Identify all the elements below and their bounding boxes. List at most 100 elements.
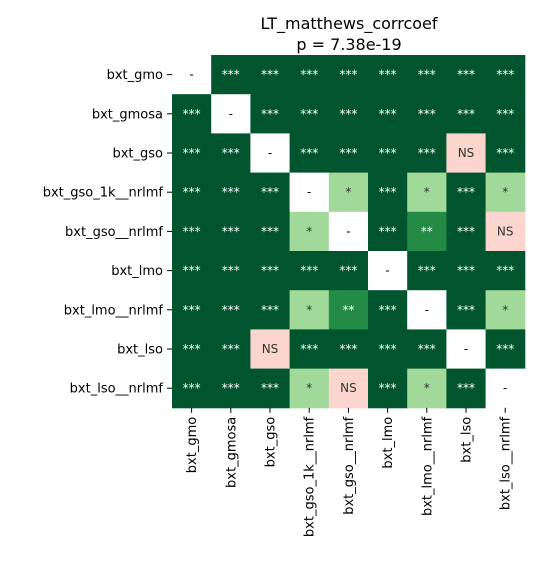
- heatmap-cell: [446, 368, 487, 409]
- heatmap-cell: [289, 290, 330, 330]
- heatmap-cell: [172, 329, 212, 370]
- cell-value-label: ***: [339, 107, 357, 121]
- heatmap-cell: [368, 94, 408, 134]
- y-tick-label: bxt_gmosa: [92, 107, 163, 122]
- heatmap-cell: [368, 329, 408, 370]
- cell-value-label: ***: [418, 146, 436, 160]
- cell-value-label: ***: [222, 146, 240, 160]
- cell-value-label: ***: [222, 68, 240, 82]
- cell-value-label: *: [424, 381, 430, 395]
- heatmap-cell: [485, 251, 526, 291]
- y-tick-label: bxt_lso: [117, 343, 163, 358]
- y-tick-label: bxt_gso__nrlmf: [65, 225, 163, 240]
- cell-value-label: -: [229, 107, 233, 121]
- y-tick-label: bxt_gso: [112, 147, 163, 162]
- heatmap-cell: [328, 94, 369, 134]
- y-tick-label: bxt_lso__nrlmf: [70, 382, 164, 397]
- cell-value-label: ***: [496, 146, 514, 160]
- cell-value-label: *: [502, 303, 508, 317]
- heatmap-cell: [368, 211, 408, 252]
- cell-value-label: ***: [457, 107, 475, 121]
- cell-value-label: ***: [183, 224, 201, 238]
- cell-value-label: ***: [457, 185, 475, 199]
- cell-value-label: -: [189, 68, 193, 82]
- cell-value-label: NS: [497, 224, 514, 238]
- cell-value-label: -: [464, 342, 468, 356]
- heatmap-cell: [211, 251, 251, 291]
- heatmap-cell: [172, 211, 212, 252]
- cell-value-label: NS: [458, 146, 475, 160]
- cell-value-label: ***: [418, 68, 436, 82]
- cell-value-label: -: [385, 264, 389, 278]
- heatmap-cell: [485, 211, 526, 252]
- heatmap-cell: [211, 94, 251, 134]
- heatmap-cell: [485, 368, 526, 409]
- heatmap-cell: [289, 211, 330, 252]
- heatmap-cell: [289, 133, 330, 174]
- heatmap-cell: [211, 290, 251, 330]
- cell-value-label: **: [342, 303, 354, 317]
- cell-value-label: ***: [379, 303, 397, 317]
- heatmap-cell: [446, 211, 487, 252]
- cell-value-label: ***: [300, 146, 318, 160]
- x-tick-label: bxt_gso__nrlmf: [342, 416, 357, 514]
- heatmap-cell: [328, 55, 369, 95]
- y-tick-label: bxt_lmo__nrlmf: [64, 303, 164, 318]
- cell-value-label: ***: [183, 107, 201, 121]
- heatmap-cell: [485, 133, 526, 174]
- heatmap-cell: [446, 251, 487, 291]
- heatmap-cell: [446, 329, 487, 370]
- heatmap-cells: - *** *** *** *** *** *** *** ****** - *** *** *** **…: [172, 55, 526, 409]
- cell-value-label: ***: [379, 381, 397, 395]
- heatmap-cell: [368, 172, 408, 213]
- cell-value-label: ***: [183, 342, 201, 356]
- heatmap-cell: [250, 94, 291, 134]
- heatmap-cell: [407, 211, 447, 252]
- cell-value-label: ***: [339, 146, 357, 160]
- cell-value-label: *: [502, 185, 508, 199]
- heatmap-cell: [328, 329, 369, 370]
- heatmap-cell: [211, 55, 251, 95]
- cell-value-label: ***: [300, 264, 318, 278]
- x-axis: bxt_gmo bxt_gmosa bxt_gso bxt_gso_1k__nrlmf…: [185, 407, 514, 537]
- heatmap-cell: [250, 211, 291, 252]
- heatmap-cell: [172, 251, 212, 291]
- cell-value-label: *: [306, 381, 312, 395]
- cell-value-label: ***: [379, 224, 397, 238]
- heatmap-cell: [172, 94, 212, 134]
- cell-value-label: ***: [418, 107, 436, 121]
- heatmap-cell: [328, 368, 369, 409]
- x-tick-label: bxt_gmosa: [224, 417, 239, 488]
- heatmap-cell: [211, 368, 251, 409]
- x-tick-label: bxt_lmo__nrlmf: [420, 416, 435, 516]
- heatmap-cell: [328, 133, 369, 174]
- heatmap-cell: [250, 55, 291, 95]
- heatmap-cell: [328, 172, 369, 213]
- heatmap-cell: [250, 368, 291, 409]
- cell-value-label: ***: [457, 264, 475, 278]
- heatmap-cell: [485, 290, 526, 330]
- heatmap-cell: [446, 172, 487, 213]
- cell-value-label: ***: [261, 224, 279, 238]
- heatmap-cell: [446, 94, 487, 134]
- heatmap-cell: [407, 55, 447, 95]
- x-tick-label: bxt_gso_1k__nrlmf: [303, 416, 318, 537]
- cell-value-label: ***: [457, 381, 475, 395]
- cell-value-label: ***: [300, 107, 318, 121]
- cell-value-label: ***: [222, 224, 240, 238]
- heatmap-cell: [250, 172, 291, 213]
- cell-value-label: ***: [457, 68, 475, 82]
- cell-value-label: ***: [222, 264, 240, 278]
- cell-value-label: *: [306, 303, 312, 317]
- cell-value-label: ***: [183, 264, 201, 278]
- cell-value-label: ***: [339, 68, 357, 82]
- heatmap-cell: [368, 55, 408, 95]
- x-tick-label: bxt_lmo: [381, 417, 396, 469]
- heatmap-cell: [407, 368, 447, 409]
- cell-value-label: ***: [496, 68, 514, 82]
- heatmap-cell: [172, 55, 212, 95]
- cell-value-label: ***: [183, 185, 201, 199]
- y-tick-label: bxt_gso_1k__nrlmf: [43, 186, 164, 201]
- cell-value-label: ***: [457, 303, 475, 317]
- heatmap-cell: [250, 251, 291, 291]
